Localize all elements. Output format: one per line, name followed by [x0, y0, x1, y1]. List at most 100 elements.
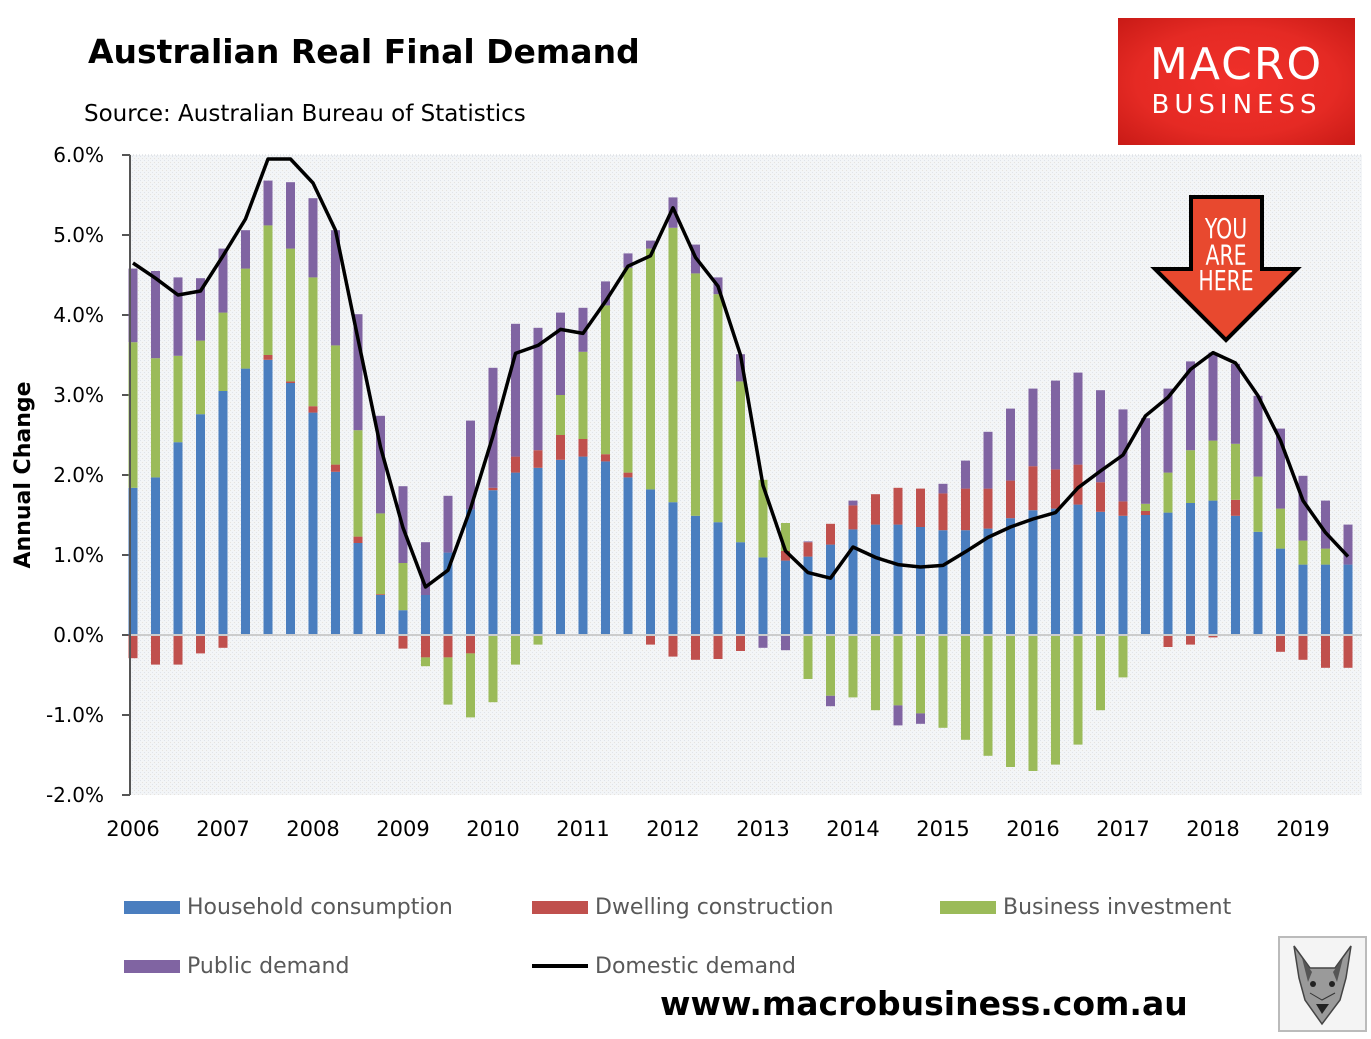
y-tick-label: 0.0%: [53, 623, 104, 647]
public-demand-bar: [1276, 428, 1285, 509]
public-demand-bar: [623, 253, 633, 268]
dwelling-construction-bar: [128, 635, 138, 659]
household-consumption-bar: [1096, 511, 1105, 635]
chart-title: Australian Real Final Demand: [88, 32, 640, 71]
business-investment-bar: [623, 267, 633, 473]
legend-swatch-dwelling: [532, 900, 588, 914]
business-investment-bar: [1163, 472, 1173, 513]
public-demand-bar: [173, 277, 183, 356]
household-consumption-bar: [848, 529, 858, 635]
public-demand-bar: [218, 248, 228, 313]
dwelling-construction-bar: [308, 406, 318, 413]
household-consumption-bar: [1276, 548, 1285, 635]
dwelling-construction-bar: [331, 464, 340, 472]
household-consumption-bar: [128, 487, 138, 635]
household-consumption-bar: [938, 530, 948, 635]
legend-swatch-business: [940, 900, 996, 914]
website-url: www.macrobusiness.com.au: [660, 984, 1188, 1023]
public-demand-bar: [668, 197, 678, 228]
public-demand-bar: [353, 314, 363, 431]
you-are-here-arrow: YOU ARE HERE: [1150, 195, 1302, 343]
public-demand-bar: [308, 198, 318, 278]
dwelling-construction-bar: [556, 435, 565, 460]
household-consumption-bar: [1163, 512, 1173, 635]
dwelling-construction-bar: [781, 551, 790, 561]
dwelling-construction-bar: [1276, 635, 1285, 652]
business-investment-bar: [1321, 548, 1330, 565]
household-consumption-bar: [421, 595, 430, 635]
business-investment-bar: [376, 513, 385, 595]
x-tick-label: 2012: [646, 817, 699, 841]
public-demand-bar: [1006, 408, 1015, 481]
x-tick-label: 2011: [556, 817, 609, 841]
dwelling-construction-bar: [1006, 480, 1015, 519]
y-tick-label: 2.0%: [53, 463, 104, 487]
business-investment-bar: [601, 305, 610, 455]
business-investment-bar: [128, 342, 138, 488]
business-investment-bar: [1276, 508, 1285, 549]
dwelling-construction-bar: [511, 456, 520, 473]
household-consumption-bar: [218, 391, 228, 635]
arrow-text-2: ARE: [1206, 238, 1247, 271]
legend-label: Business investment: [1003, 894, 1232, 920]
business-investment-bar: [893, 635, 903, 706]
dwelling-construction-bar: [893, 487, 903, 525]
public-demand-bar: [1343, 524, 1353, 565]
dwelling-construction-bar: [533, 450, 543, 468]
dwelling-construction-bar: [848, 505, 858, 530]
business-investment-bar: [803, 635, 813, 679]
dwelling-construction-bar: [1051, 469, 1060, 509]
dwelling-construction-bar: [151, 635, 160, 665]
dwelling-construction-bar: [736, 635, 745, 651]
legend-swatch-domestic: [532, 964, 588, 968]
household-consumption-bar: [1231, 515, 1240, 635]
business-investment-bar: [286, 248, 295, 382]
public-demand-bar: [241, 230, 250, 269]
legend-swatch-household: [124, 900, 180, 914]
household-consumption-bar: [1253, 531, 1263, 635]
dwelling-construction-bar: [646, 635, 655, 645]
business-investment-bar: [983, 635, 993, 756]
household-consumption-bar: [1051, 508, 1060, 635]
wolf-logo-icon: [1278, 936, 1367, 1032]
public-demand-bar: [151, 271, 160, 359]
business-investment-bar: [353, 430, 363, 537]
public-demand-bar: [1186, 361, 1195, 451]
business-investment-bar: [1253, 476, 1263, 532]
business-investment-bar: [848, 635, 858, 698]
business-investment-bar: [1118, 635, 1128, 678]
household-consumption-bar: [353, 543, 363, 635]
business-investment-bar: [556, 395, 565, 435]
public-demand-bar: [443, 495, 453, 553]
business-investment-bar: [1141, 503, 1150, 511]
business-investment-bar: [1208, 440, 1218, 501]
x-tick-label: 2017: [1096, 817, 1149, 841]
public-demand-bar: [983, 431, 993, 489]
dwelling-construction-bar: [353, 536, 363, 543]
household-consumption-bar: [803, 556, 813, 635]
business-investment-bar: [646, 248, 655, 490]
legend-label: Household consumption: [187, 894, 453, 920]
public-demand-bar: [1253, 395, 1263, 477]
household-consumption-bar: [1321, 564, 1330, 635]
dwelling-construction-bar: [376, 594, 385, 595]
public-demand-bar: [938, 483, 948, 494]
public-demand-bar: [511, 323, 520, 457]
business-investment-bar: [1096, 635, 1105, 711]
dwelling-construction-bar: [1231, 499, 1240, 516]
household-consumption-bar: [781, 560, 790, 635]
household-consumption-bar: [623, 477, 633, 635]
legend-dwelling: Dwelling construction: [532, 894, 834, 920]
household-consumption-bar: [1343, 564, 1353, 635]
household-consumption-bar: [488, 490, 498, 635]
household-consumption-bar: [1006, 518, 1015, 635]
logo-line-1: MACRO: [1149, 39, 1324, 90]
household-consumption-bar: [668, 502, 678, 635]
public-demand-bar: [578, 307, 588, 352]
public-demand-bar: [533, 327, 543, 451]
dwelling-construction-bar: [398, 635, 408, 649]
household-consumption-bar: [398, 610, 408, 635]
business-investment-bar: [781, 523, 790, 551]
dwelling-construction-bar: [263, 355, 273, 360]
public-demand-bar: [1321, 500, 1330, 549]
